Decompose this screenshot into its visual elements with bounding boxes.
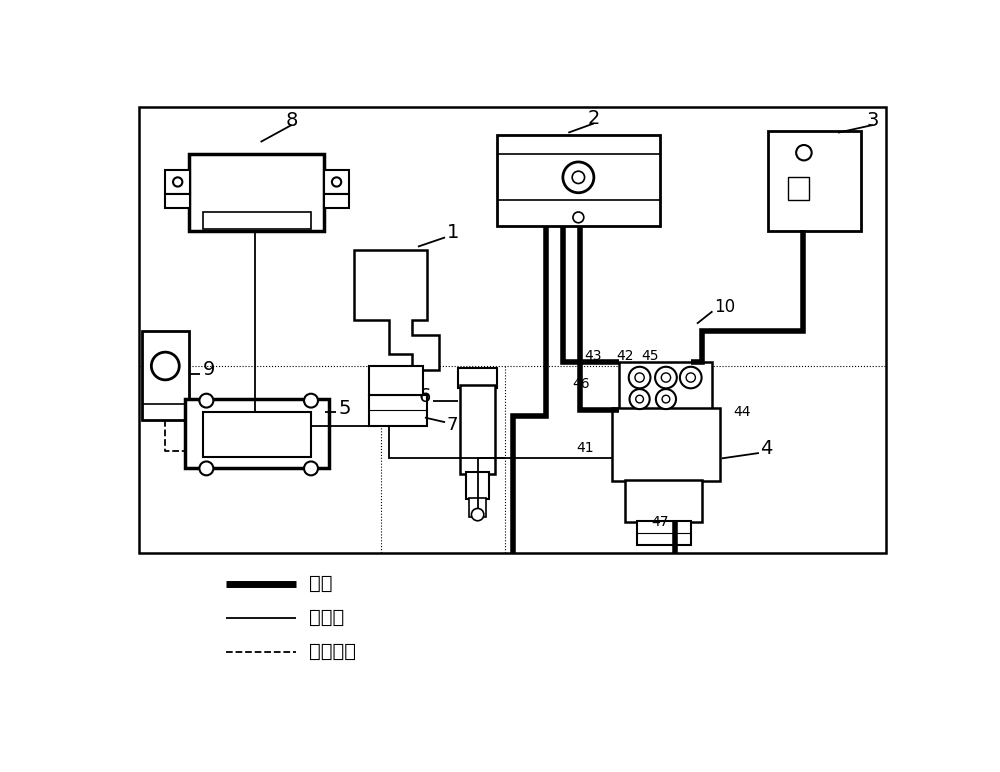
Bar bbox=[612, 408, 720, 482]
Circle shape bbox=[573, 212, 584, 223]
Bar bbox=[185, 399, 329, 469]
Text: 44: 44 bbox=[733, 405, 751, 419]
Bar bbox=[497, 135, 660, 226]
Bar bbox=[637, 521, 691, 545]
Text: 43: 43 bbox=[584, 349, 602, 363]
Bar bbox=[139, 107, 886, 553]
Circle shape bbox=[173, 178, 182, 187]
Bar bbox=[466, 472, 489, 499]
Text: 1: 1 bbox=[447, 223, 459, 242]
Circle shape bbox=[656, 389, 676, 409]
Bar bbox=[324, 170, 349, 195]
Circle shape bbox=[636, 395, 643, 403]
Circle shape bbox=[151, 352, 179, 380]
Circle shape bbox=[686, 373, 695, 382]
Circle shape bbox=[199, 394, 213, 408]
Text: 6: 6 bbox=[419, 388, 431, 406]
Bar bbox=[619, 362, 712, 410]
Text: 42: 42 bbox=[616, 349, 634, 363]
Text: 油管: 油管 bbox=[309, 574, 333, 594]
Circle shape bbox=[471, 509, 484, 521]
Bar bbox=[369, 366, 423, 395]
Circle shape bbox=[662, 395, 670, 403]
Text: 46: 46 bbox=[572, 377, 590, 391]
Text: 3: 3 bbox=[867, 111, 879, 130]
Circle shape bbox=[304, 462, 318, 476]
Bar bbox=[142, 331, 189, 420]
Circle shape bbox=[796, 145, 812, 161]
Text: 41: 41 bbox=[576, 442, 594, 455]
Text: 4: 4 bbox=[761, 438, 773, 458]
Bar bbox=[189, 154, 324, 232]
Circle shape bbox=[629, 367, 650, 388]
Bar bbox=[625, 480, 702, 523]
Bar bbox=[165, 170, 190, 195]
Text: 45: 45 bbox=[642, 349, 659, 363]
Circle shape bbox=[199, 462, 213, 476]
Polygon shape bbox=[354, 250, 439, 370]
Bar bbox=[369, 395, 427, 426]
Bar bbox=[469, 498, 486, 517]
Text: 9: 9 bbox=[202, 361, 215, 379]
Circle shape bbox=[661, 373, 671, 382]
Text: 信号连接: 信号连接 bbox=[309, 642, 356, 661]
Circle shape bbox=[680, 367, 702, 388]
Text: 5: 5 bbox=[338, 399, 351, 418]
Text: 2: 2 bbox=[588, 110, 600, 128]
Text: 47: 47 bbox=[651, 515, 668, 530]
Circle shape bbox=[635, 373, 644, 382]
Bar bbox=[324, 195, 349, 208]
Bar bbox=[768, 131, 861, 232]
Text: 7: 7 bbox=[447, 416, 458, 435]
Text: 10: 10 bbox=[714, 298, 735, 316]
Text: 8: 8 bbox=[285, 111, 298, 130]
Circle shape bbox=[655, 367, 677, 388]
Bar bbox=[202, 212, 311, 229]
Circle shape bbox=[630, 389, 650, 409]
Bar bbox=[788, 178, 809, 201]
Bar bbox=[165, 195, 190, 208]
Circle shape bbox=[572, 171, 585, 184]
Circle shape bbox=[304, 394, 318, 408]
Circle shape bbox=[563, 162, 594, 193]
Bar bbox=[458, 368, 497, 388]
Bar bbox=[202, 412, 311, 457]
Text: 电连接: 电连接 bbox=[309, 608, 345, 628]
Circle shape bbox=[332, 178, 341, 187]
Bar bbox=[460, 385, 495, 474]
